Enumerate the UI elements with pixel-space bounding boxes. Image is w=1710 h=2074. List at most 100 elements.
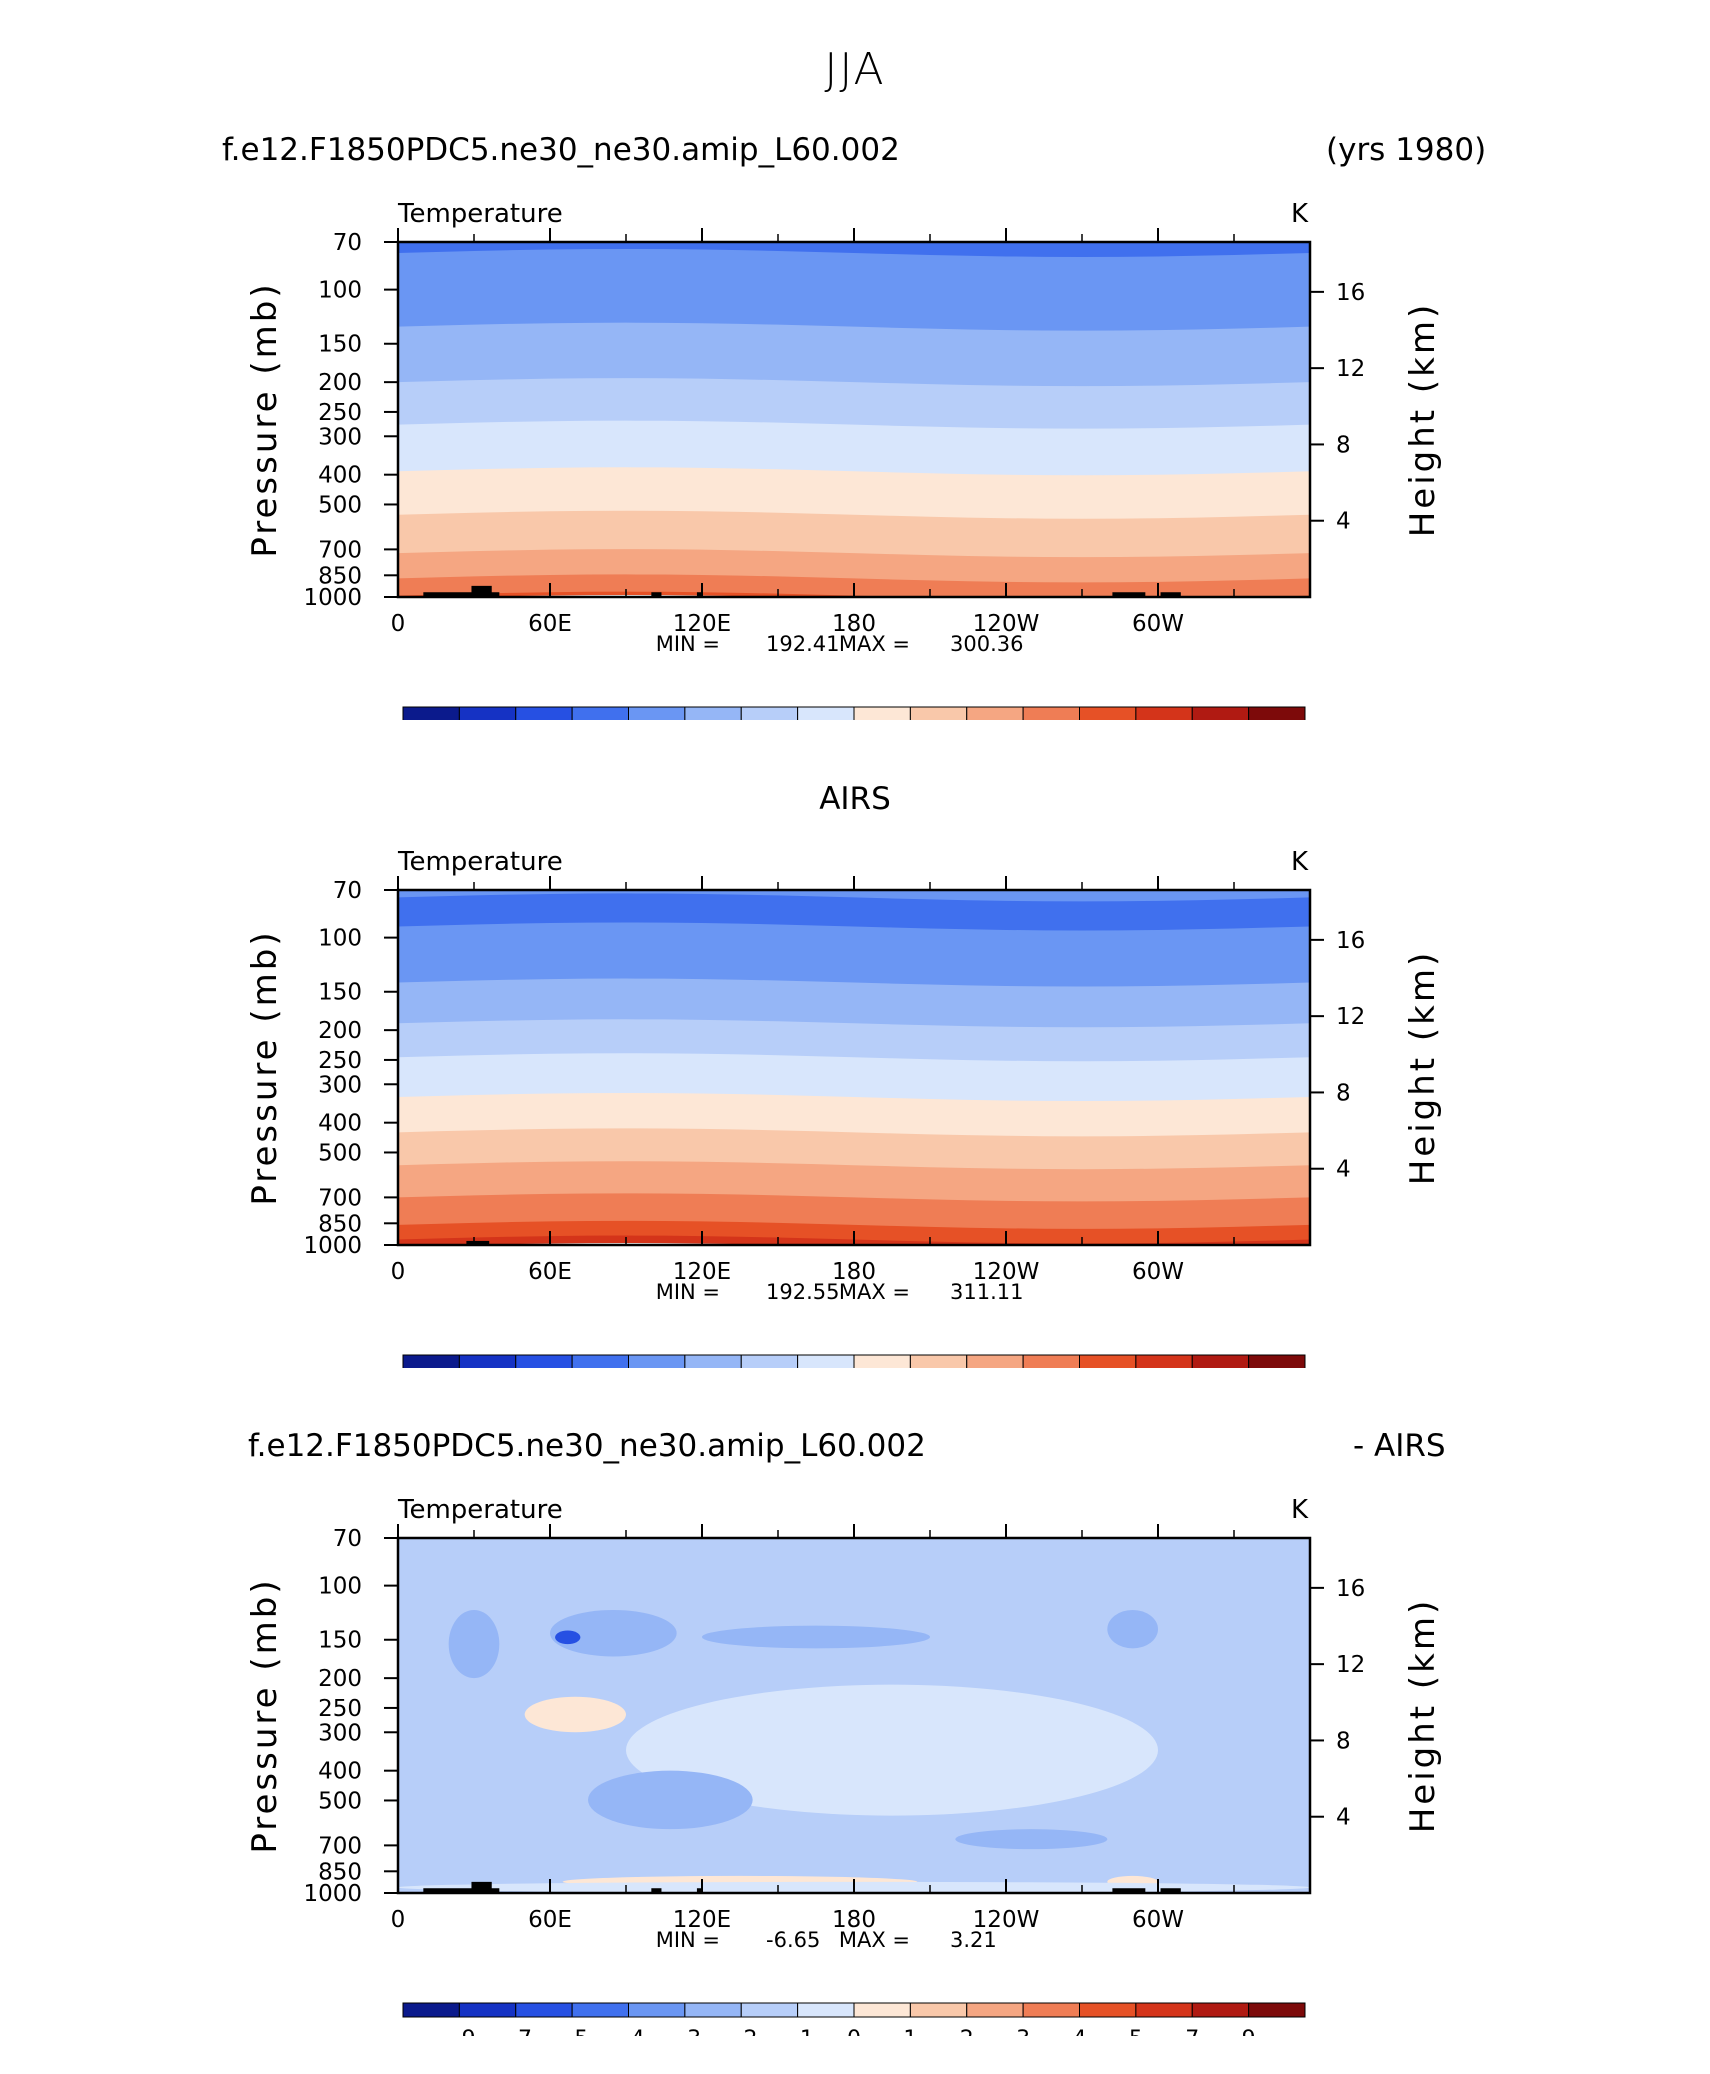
y-axis-label: Pressure (mb)	[245, 281, 285, 557]
contour-band	[398, 510, 1310, 560]
y-tick-label: 150	[318, 332, 362, 358]
stats-max-label: MAX =	[839, 632, 910, 656]
colorbar-cell	[740, 2002, 799, 2018]
y2-tick-label: 8	[1336, 1728, 1351, 1754]
plot-area	[398, 1538, 1310, 1893]
y-tick-label: 500	[318, 1788, 362, 1814]
topography-mask	[651, 1888, 662, 1893]
y2-tick-label: 8	[1336, 432, 1351, 458]
colorbar-label: 2	[960, 2027, 974, 2036]
topography-mask	[1112, 1888, 1146, 1893]
topography-mask	[696, 592, 702, 597]
y-tick-label: 500	[318, 492, 362, 518]
contour-region	[550, 1609, 677, 1657]
page-title: JJA	[824, 44, 886, 95]
stats-min-label: MIN =	[656, 1928, 720, 1952]
stats-max-value: 3.21	[950, 1928, 997, 1952]
colorbar-cell	[458, 2002, 517, 2018]
contour-region	[626, 1684, 1158, 1816]
colorbar-cell	[1079, 706, 1137, 720]
colorbar-label: −7	[500, 2027, 532, 2036]
contour-band	[398, 890, 1310, 904]
units-label: K	[1291, 199, 1309, 229]
x-tick-label: 120W	[973, 1907, 1040, 1933]
y2-tick-label: 8	[1336, 1080, 1351, 1106]
y-tick-label: 150	[318, 980, 362, 1006]
colorbar-cell	[1135, 1354, 1193, 1368]
y-tick-label: 400	[318, 1111, 362, 1137]
x-tick-label: 60W	[1132, 1907, 1184, 1933]
diff-case-name: f.e12.F1850PDC5.ne30_ne30.amip_L60.002	[248, 1428, 926, 1464]
contour-band	[398, 322, 1310, 389]
contour-band	[398, 242, 1310, 259]
colorbar-cell	[797, 1354, 855, 1368]
contour-region	[955, 1829, 1108, 1850]
contour-region	[524, 1696, 626, 1733]
colorbar-cell	[515, 2002, 573, 2018]
units-label: K	[1291, 847, 1309, 877]
y-tick-label: 700	[318, 1833, 362, 1859]
x-tick-label: 180	[832, 1907, 876, 1933]
y2-axis-label: Height (km)	[1403, 302, 1443, 538]
y-tick-label: 70	[333, 878, 362, 904]
colorbar-label: 0	[847, 2027, 861, 2036]
topography-mask	[1160, 1888, 1181, 1893]
colorbar-cell	[571, 706, 629, 720]
colorbar-label: −3	[669, 2027, 701, 2036]
topography-mask	[696, 1888, 702, 1893]
x-tick-label: 120W	[973, 611, 1040, 637]
y-tick-label: 1000	[303, 1233, 362, 1259]
y-axis-label: Pressure (mb)	[245, 929, 285, 1205]
x-tick-label: 180	[832, 611, 876, 637]
y-tick-label: 300	[318, 1072, 362, 1098]
colorbar-cell	[797, 2002, 855, 2018]
y-tick-label: 150	[318, 1628, 362, 1654]
colorbar-cell	[1135, 706, 1193, 720]
colorbar-cell	[909, 2002, 968, 2018]
colorbar-label: −4	[612, 2027, 644, 2036]
y-tick-label: 500	[318, 1140, 362, 1166]
colorbar-cell	[1079, 1354, 1137, 1368]
contour-band	[398, 467, 1310, 521]
colorbar-label: 1	[903, 2027, 917, 2036]
colorbar-cell	[797, 706, 855, 720]
colorbar-label: −1	[781, 2027, 813, 2036]
colorbar-label: −5	[556, 2027, 588, 2036]
units-label: K	[1291, 1495, 1309, 1525]
colorbar-cell	[515, 706, 573, 720]
colorbar-cell	[628, 706, 686, 720]
x-tick-label: 60E	[528, 1907, 572, 1933]
stats-min-label: MIN =	[656, 1280, 720, 1304]
x-tick-label: 60E	[528, 611, 572, 637]
colorbar-cell	[966, 2002, 1024, 2018]
topography-mask	[471, 1881, 492, 1893]
stats-min-value: -6.65	[766, 1928, 820, 1952]
colorbar-cell	[1079, 2002, 1137, 2018]
plot-title-left: Temperature	[397, 199, 563, 229]
y2-tick-label: 16	[1336, 280, 1365, 306]
x-tick-label: 60W	[1132, 611, 1184, 637]
stats-max-label: MAX =	[839, 1928, 910, 1952]
contour-band	[398, 1161, 1310, 1204]
colorbar-cell	[628, 1354, 686, 1368]
colorbar-cell	[402, 706, 460, 720]
contour-region	[1107, 1609, 1158, 1649]
contour-region	[555, 1630, 581, 1645]
colorbar-cell	[515, 1354, 573, 1368]
x-tick-label: 0	[391, 1907, 406, 1933]
colorbar-cell	[1191, 2002, 1250, 2018]
stats-max-value: 300.36	[950, 632, 1023, 656]
y-tick-label: 250	[318, 1048, 362, 1074]
y2-tick-label: 16	[1336, 928, 1365, 954]
colorbar-cell	[1135, 2002, 1193, 2018]
plot-area	[398, 890, 1310, 1245]
y2-tick-label: 4	[1336, 1805, 1351, 1831]
x-tick-label: 120E	[673, 611, 731, 637]
y2-tick-label: 12	[1336, 1004, 1365, 1030]
stats-max-label: MAX =	[839, 1280, 910, 1304]
contour-band	[398, 248, 1310, 333]
contour-region	[588, 1770, 753, 1830]
topography-mask	[1160, 592, 1181, 597]
